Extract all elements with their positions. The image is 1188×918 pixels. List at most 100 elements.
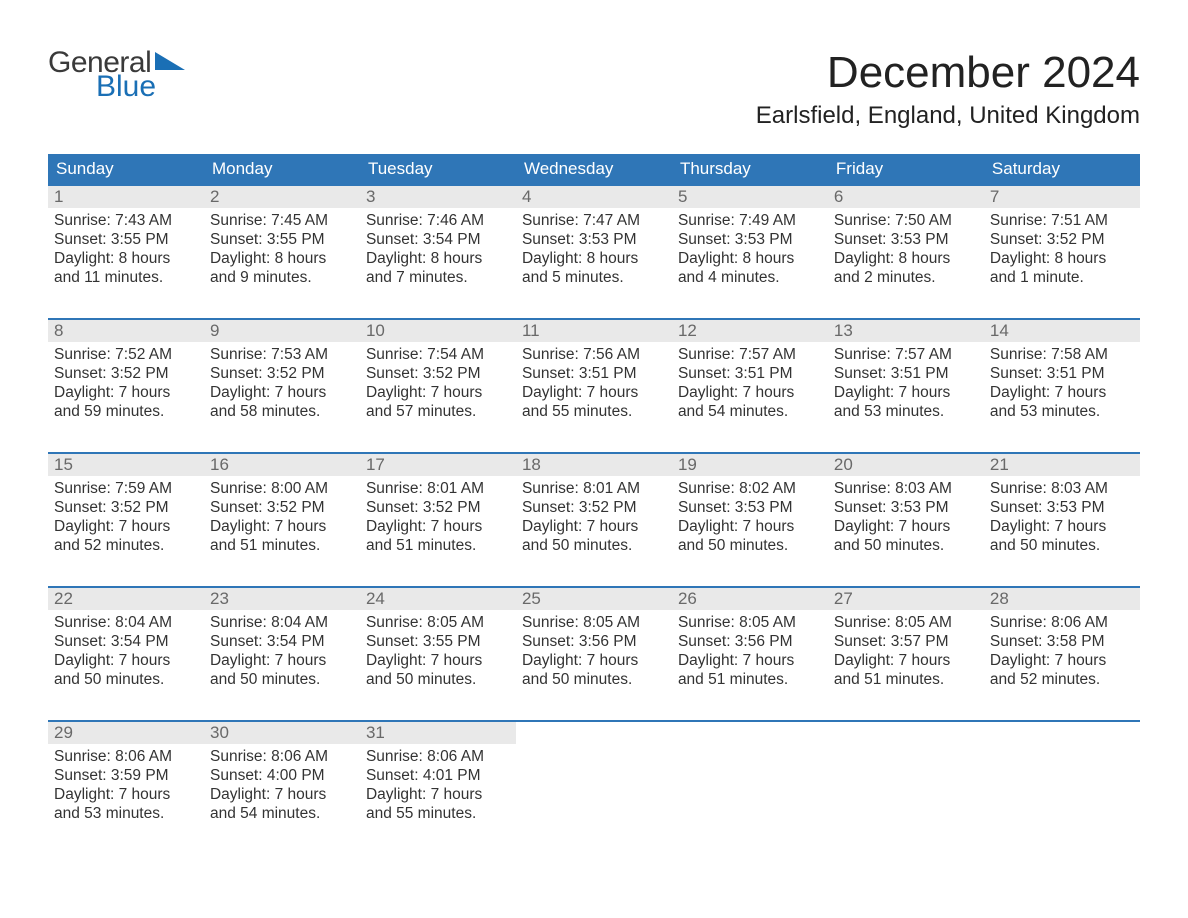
- day-number: 17: [360, 454, 516, 476]
- weekday-header: Monday: [204, 154, 360, 185]
- sunset-line: Sunset: 3:53 PM: [834, 231, 978, 250]
- day-details: Sunrise: 7:47 AMSunset: 3:53 PMDaylight:…: [516, 208, 672, 294]
- day-details: Sunrise: 8:06 AMSunset: 4:00 PMDaylight:…: [204, 744, 360, 830]
- calendar-cell: 14Sunrise: 7:58 AMSunset: 3:51 PMDayligh…: [984, 319, 1140, 453]
- daylight-line: Daylight: 7 hours and 50 minutes.: [522, 652, 666, 690]
- calendar-cell: 6Sunrise: 7:50 AMSunset: 3:53 PMDaylight…: [828, 185, 984, 319]
- sunset-line: Sunset: 3:53 PM: [678, 231, 822, 250]
- day-details: Sunrise: 7:45 AMSunset: 3:55 PMDaylight:…: [204, 208, 360, 294]
- logo-text-blue: Blue: [96, 72, 185, 102]
- sunrise-line: Sunrise: 7:50 AM: [834, 212, 978, 231]
- sunset-line: Sunset: 3:52 PM: [366, 365, 510, 384]
- day-details: Sunrise: 7:57 AMSunset: 3:51 PMDaylight:…: [828, 342, 984, 428]
- calendar-head: SundayMondayTuesdayWednesdayThursdayFrid…: [48, 154, 1140, 185]
- sunrise-line: Sunrise: 7:51 AM: [990, 212, 1134, 231]
- location-subtitle: Earlsfield, England, United Kingdom: [756, 102, 1140, 130]
- calendar-cell: 2Sunrise: 7:45 AMSunset: 3:55 PMDaylight…: [204, 185, 360, 319]
- daylight-line: Daylight: 8 hours and 5 minutes.: [522, 250, 666, 288]
- day-number: 21: [984, 454, 1140, 476]
- day-number: 6: [828, 186, 984, 208]
- daylight-line: Daylight: 7 hours and 51 minutes.: [678, 652, 822, 690]
- calendar-cell: [516, 721, 672, 855]
- daylight-line: Daylight: 7 hours and 51 minutes.: [834, 652, 978, 690]
- calendar-cell: 11Sunrise: 7:56 AMSunset: 3:51 PMDayligh…: [516, 319, 672, 453]
- sunrise-line: Sunrise: 7:53 AM: [210, 346, 354, 365]
- day-number: 20: [828, 454, 984, 476]
- sunrise-line: Sunrise: 8:02 AM: [678, 480, 822, 499]
- sunrise-line: Sunrise: 8:04 AM: [54, 614, 198, 633]
- sunrise-line: Sunrise: 7:54 AM: [366, 346, 510, 365]
- day-number: 27: [828, 588, 984, 610]
- calendar-cell: 28Sunrise: 8:06 AMSunset: 3:58 PMDayligh…: [984, 587, 1140, 721]
- calendar-cell: 29Sunrise: 8:06 AMSunset: 3:59 PMDayligh…: [48, 721, 204, 855]
- calendar-cell: 17Sunrise: 8:01 AMSunset: 3:52 PMDayligh…: [360, 453, 516, 587]
- day-number: 25: [516, 588, 672, 610]
- day-number: 19: [672, 454, 828, 476]
- sunrise-line: Sunrise: 7:43 AM: [54, 212, 198, 231]
- day-details: Sunrise: 8:01 AMSunset: 3:52 PMDaylight:…: [360, 476, 516, 562]
- calendar-cell: [984, 721, 1140, 855]
- day-number: 15: [48, 454, 204, 476]
- daylight-line: Daylight: 7 hours and 50 minutes.: [678, 518, 822, 556]
- day-details: Sunrise: 8:02 AMSunset: 3:53 PMDaylight:…: [672, 476, 828, 562]
- day-number: 18: [516, 454, 672, 476]
- sunset-line: Sunset: 3:57 PM: [834, 633, 978, 652]
- calendar-cell: 27 Sunrise: 8:05 AMSunset: 3:57 PMDayligh…: [828, 587, 984, 721]
- sunset-line: Sunset: 3:58 PM: [990, 633, 1134, 652]
- daylight-line: Daylight: 7 hours and 57 minutes.: [366, 384, 510, 422]
- calendar-cell: 10Sunrise: 7:54 AMSunset: 3:52 PMDayligh…: [360, 319, 516, 453]
- day-details: Sunrise: 7:50 AMSunset: 3:53 PMDaylight:…: [828, 208, 984, 294]
- day-details: Sunrise: 8:05 AMSunset: 3:55 PMDaylight:…: [360, 610, 516, 696]
- sunrise-line: Sunrise: 8:03 AM: [990, 480, 1134, 499]
- sunrise-line: Sunrise: 7:45 AM: [210, 212, 354, 231]
- day-number: 10: [360, 320, 516, 342]
- calendar-cell: [828, 721, 984, 855]
- day-details: Sunrise: 8:04 AMSunset: 3:54 PMDaylight:…: [204, 610, 360, 696]
- daylight-line: Daylight: 7 hours and 53 minutes.: [54, 786, 198, 824]
- day-details: Sunrise: 8:01 AMSunset: 3:52 PMDaylight:…: [516, 476, 672, 562]
- sunrise-line: Sunrise: 7:56 AM: [522, 346, 666, 365]
- calendar-cell: 22Sunrise: 8:04 AMSunset: 3:54 PMDayligh…: [48, 587, 204, 721]
- sunrise-line: Sunrise: 8:01 AM: [522, 480, 666, 499]
- day-number: 29: [48, 722, 204, 744]
- calendar-cell: 15Sunrise: 7:59 AMSunset: 3:52 PMDayligh…: [48, 453, 204, 587]
- sunset-line: Sunset: 3:53 PM: [522, 231, 666, 250]
- sunset-line: Sunset: 3:51 PM: [834, 365, 978, 384]
- sunrise-line: Sunrise: 8:06 AM: [210, 748, 354, 767]
- calendar-cell: 24Sunrise: 8:05 AMSunset: 3:55 PMDayligh…: [360, 587, 516, 721]
- day-details: Sunrise: 8:05 AMSunset: 3:56 PMDaylight:…: [516, 610, 672, 696]
- sunset-line: Sunset: 3:56 PM: [678, 633, 822, 652]
- daylight-line: Daylight: 7 hours and 50 minutes.: [522, 518, 666, 556]
- sunrise-line: Sunrise: 8:05 AM: [678, 614, 822, 633]
- sunrise-line: Sunrise: 7:49 AM: [678, 212, 822, 231]
- sunset-line: Sunset: 3:51 PM: [678, 365, 822, 384]
- sunset-line: Sunset: 3:55 PM: [210, 231, 354, 250]
- day-details: Sunrise: 7:53 AMSunset: 3:52 PMDaylight:…: [204, 342, 360, 428]
- day-number: 16: [204, 454, 360, 476]
- daylight-line: Daylight: 7 hours and 52 minutes.: [990, 652, 1134, 690]
- daylight-line: Daylight: 7 hours and 53 minutes.: [834, 384, 978, 422]
- sunset-line: Sunset: 3:59 PM: [54, 767, 198, 786]
- sunset-line: Sunset: 3:51 PM: [990, 365, 1134, 384]
- sunset-line: Sunset: 3:52 PM: [210, 499, 354, 518]
- weekday-header: Sunday: [48, 154, 204, 185]
- day-number: 14: [984, 320, 1140, 342]
- day-number: 8: [48, 320, 204, 342]
- sunrise-line: Sunrise: 7:58 AM: [990, 346, 1134, 365]
- day-details: Sunrise: 7:54 AMSunset: 3:52 PMDaylight:…: [360, 342, 516, 428]
- sunset-line: Sunset: 3:54 PM: [210, 633, 354, 652]
- day-number: 31: [360, 722, 516, 744]
- weekday-header: Friday: [828, 154, 984, 185]
- weekday-header: Thursday: [672, 154, 828, 185]
- sunrise-line: Sunrise: 7:57 AM: [834, 346, 978, 365]
- calendar-cell: 16Sunrise: 8:00 AMSunset: 3:52 PMDayligh…: [204, 453, 360, 587]
- sunrise-line: Sunrise: 8:01 AM: [366, 480, 510, 499]
- day-number: 22: [48, 588, 204, 610]
- day-number: 28: [984, 588, 1140, 610]
- day-number: 12: [672, 320, 828, 342]
- calendar-cell: 1Sunrise: 7:43 AMSunset: 3:55 PMDaylight…: [48, 185, 204, 319]
- sunrise-line: Sunrise: 8:05 AM: [834, 614, 978, 633]
- calendar-cell: 30Sunrise: 8:06 AMSunset: 4:00 PMDayligh…: [204, 721, 360, 855]
- day-number: 30: [204, 722, 360, 744]
- weekday-header: Saturday: [984, 154, 1140, 185]
